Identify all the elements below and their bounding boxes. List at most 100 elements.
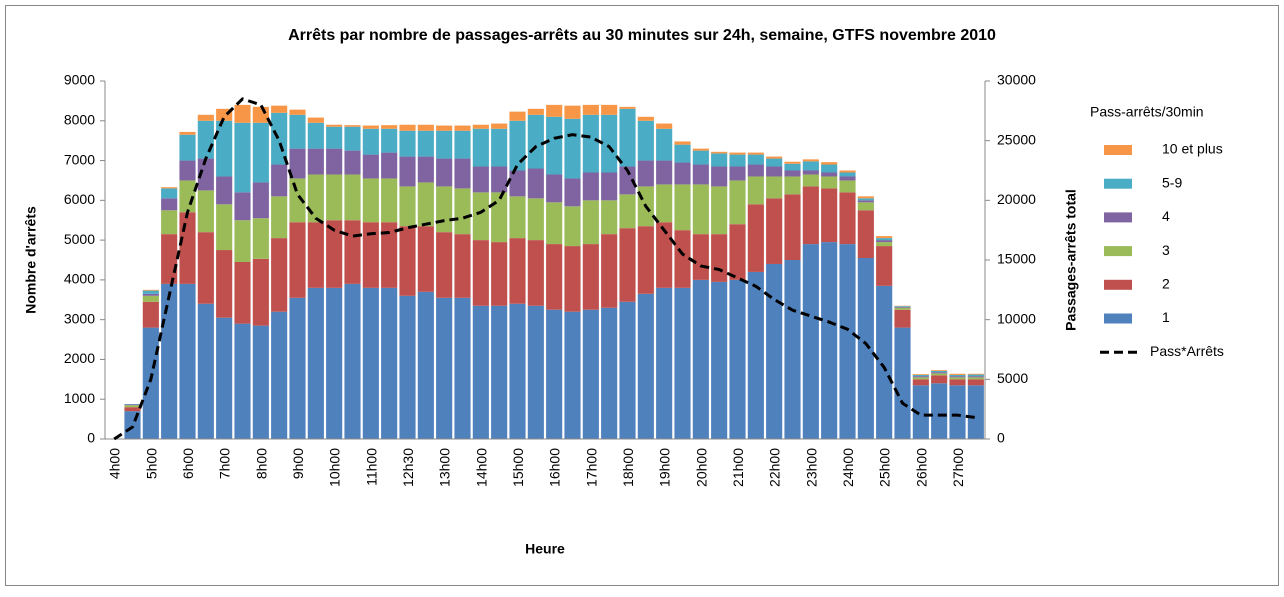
x-tick-label: 4h00 bbox=[107, 448, 123, 479]
bar bbox=[473, 167, 489, 193]
bar bbox=[839, 180, 855, 192]
bar bbox=[418, 182, 434, 226]
bar bbox=[234, 192, 250, 220]
bar bbox=[839, 244, 855, 439]
bar bbox=[729, 280, 745, 439]
bar bbox=[784, 194, 800, 260]
bar bbox=[234, 123, 250, 193]
bar bbox=[546, 244, 562, 310]
bar bbox=[564, 312, 580, 439]
bar bbox=[583, 172, 599, 200]
bar bbox=[363, 288, 379, 439]
bar bbox=[894, 306, 910, 307]
bar bbox=[253, 123, 269, 183]
x-tick-label: 24h00 bbox=[840, 448, 856, 487]
bar bbox=[876, 238, 892, 240]
y-tick-label: 4000 bbox=[64, 271, 95, 287]
bar bbox=[253, 259, 269, 326]
bar bbox=[949, 385, 965, 439]
bar bbox=[528, 306, 544, 439]
x-axis-label: Heure bbox=[525, 541, 565, 557]
x-tick-label: 22h00 bbox=[767, 448, 783, 487]
bar bbox=[968, 377, 984, 379]
bar bbox=[271, 165, 287, 197]
bar bbox=[803, 244, 819, 439]
bar bbox=[308, 123, 324, 149]
legend-label: 3 bbox=[1162, 242, 1170, 258]
x-tick-label: 9h00 bbox=[290, 448, 306, 479]
bar bbox=[711, 186, 727, 234]
bar bbox=[473, 192, 489, 240]
bar bbox=[454, 131, 470, 159]
x-tick-label: 13h00 bbox=[437, 448, 453, 487]
bar bbox=[363, 155, 379, 179]
y2-axis-label: Passages-arrêts total bbox=[1063, 189, 1079, 331]
bar bbox=[473, 125, 489, 129]
bar bbox=[509, 171, 525, 197]
x-tick-label: 25h00 bbox=[877, 448, 893, 487]
bar bbox=[656, 184, 672, 222]
y-tick-label: 1000 bbox=[64, 390, 95, 406]
bar bbox=[289, 222, 305, 298]
bar bbox=[949, 377, 965, 379]
bar bbox=[638, 121, 654, 161]
bar bbox=[528, 240, 544, 306]
bar bbox=[748, 155, 764, 165]
bar bbox=[454, 188, 470, 234]
bar bbox=[491, 129, 507, 167]
bar bbox=[509, 196, 525, 238]
bar bbox=[839, 192, 855, 244]
bar bbox=[913, 376, 929, 377]
bar bbox=[528, 198, 544, 240]
bar bbox=[656, 124, 672, 129]
bar bbox=[454, 298, 470, 439]
bar bbox=[399, 296, 415, 439]
bar bbox=[858, 196, 874, 198]
bar bbox=[858, 210, 874, 258]
bar bbox=[766, 176, 782, 198]
bar bbox=[491, 124, 507, 129]
bar bbox=[418, 226, 434, 292]
bar bbox=[179, 284, 195, 439]
bar bbox=[124, 404, 140, 405]
bar bbox=[326, 174, 342, 220]
bar bbox=[436, 131, 452, 159]
bar bbox=[436, 126, 452, 131]
x-tick-label: 17h00 bbox=[583, 448, 599, 487]
bar bbox=[381, 125, 397, 129]
bar bbox=[399, 157, 415, 187]
bar bbox=[198, 115, 214, 121]
bar bbox=[638, 117, 654, 121]
bar bbox=[161, 188, 177, 198]
x-tick-label: 23h00 bbox=[803, 448, 819, 487]
bar bbox=[949, 374, 965, 375]
bar bbox=[619, 228, 635, 302]
bar bbox=[729, 224, 745, 280]
bar bbox=[198, 121, 214, 159]
y2-tick-label: 5000 bbox=[997, 370, 1028, 386]
bar bbox=[894, 307, 910, 308]
bar bbox=[766, 167, 782, 177]
bar bbox=[748, 153, 764, 155]
bar bbox=[729, 180, 745, 224]
bar bbox=[216, 176, 232, 204]
y-tick-label: 3000 bbox=[64, 310, 95, 326]
x-tick-label: 5h00 bbox=[143, 448, 159, 479]
bar bbox=[546, 310, 562, 439]
bar bbox=[803, 174, 819, 186]
bar bbox=[436, 298, 452, 439]
bar bbox=[601, 234, 617, 308]
y-tick-label: 6000 bbox=[64, 191, 95, 207]
bar bbox=[473, 240, 489, 306]
bar bbox=[326, 288, 342, 439]
chart-title: Arrêts par nombre de passages-arrêts au … bbox=[288, 27, 996, 44]
bar bbox=[399, 186, 415, 226]
bar bbox=[143, 296, 159, 302]
y2-tick-label: 0 bbox=[997, 430, 1005, 446]
bar bbox=[711, 152, 727, 154]
bar bbox=[674, 141, 690, 144]
bar bbox=[473, 306, 489, 439]
bar bbox=[619, 194, 635, 228]
bar bbox=[124, 405, 140, 407]
bar bbox=[784, 171, 800, 177]
